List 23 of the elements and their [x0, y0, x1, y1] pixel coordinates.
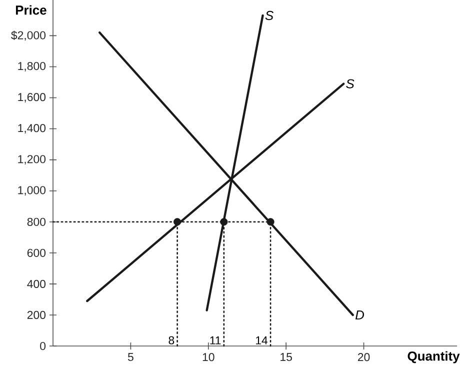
y-tick-label: 1,800 — [18, 62, 46, 72]
series-label: D — [355, 310, 364, 320]
y-axis-title: Price — [16, 5, 46, 15]
y-tick-label: 1,200 — [18, 155, 46, 165]
y-tick-label: 1,400 — [18, 124, 46, 134]
annotation: 14 — [256, 336, 268, 344]
y-tick-label: 600 — [27, 248, 46, 257]
y-tick-label: $2,000 — [11, 30, 46, 41]
y-tick-label: 1,000 — [18, 186, 46, 196]
y-tick-label: 200 — [27, 310, 46, 320]
series-label: S — [346, 79, 354, 88]
y-tick-label: 800 — [27, 218, 46, 226]
y-tick-label: 1,600 — [18, 93, 46, 102]
annotation: 8 — [168, 336, 174, 344]
annotation: 11 — [210, 336, 221, 344]
x-tick-label: 15 — [280, 353, 292, 362]
y-tick-label: 0 — [40, 342, 46, 350]
x-tick-label: 20 — [358, 353, 370, 362]
x-tick-label: 5 — [128, 353, 134, 362]
series-label: S — [265, 10, 274, 20]
y-tick-label: 400 — [27, 280, 46, 288]
x-tick-label: 10 — [202, 353, 214, 362]
x-axis-title: Quantity — [408, 351, 460, 364]
